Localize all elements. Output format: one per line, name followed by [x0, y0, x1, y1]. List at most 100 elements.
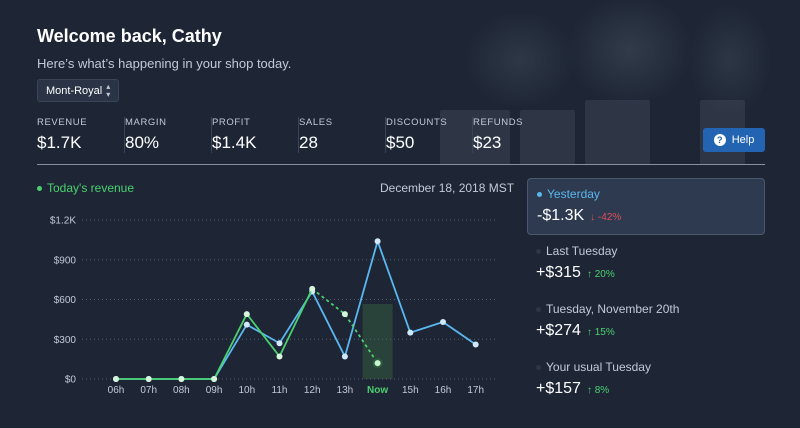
data-point-today	[276, 353, 283, 360]
x-tick-label: 11h	[272, 385, 288, 396]
question-icon: ?	[713, 134, 726, 146]
comparison-value: +$157	[536, 380, 581, 397]
help-button-label: Help	[731, 134, 755, 146]
metric-revenue[interactable]: REVENUE $1.7K	[37, 117, 124, 153]
delta-value: -42%	[597, 212, 622, 223]
metric-profit[interactable]: PROFIT $1.4K	[211, 117, 298, 153]
comparison-amount: +$157 ↑ 8%	[536, 380, 756, 398]
data-point-today	[211, 376, 218, 382]
metric-label: MARGIN	[125, 117, 167, 128]
metric-sales[interactable]: SALES 28	[298, 117, 385, 153]
comparison-delta: ↑ 8%	[587, 385, 609, 396]
metric-value: $1.4K	[212, 133, 257, 152]
chart-date: December 18, 2018 MST	[380, 181, 515, 195]
metric-value: 80%	[125, 133, 160, 152]
data-point-today	[309, 285, 316, 292]
metrics-row: REVENUE $1.7K MARGIN 80% PROFIT $1.4K SA…	[37, 117, 559, 153]
data-point-today	[341, 311, 348, 318]
comparison-card[interactable]: Last Tuesday +$315 ↑ 20%	[527, 236, 765, 293]
comparison-dot-icon	[537, 191, 542, 197]
comparison-card[interactable]: Yesterday -$1.3K ↓ -42%	[527, 178, 765, 235]
arrow-icon: ↑	[586, 385, 592, 396]
help-button[interactable]: ? Help	[703, 128, 765, 152]
data-point-today	[178, 376, 185, 382]
comparison-amount: +$274 ↑ 15%	[536, 322, 756, 340]
comparison-dot-icon	[536, 364, 541, 370]
series-line-today	[116, 288, 314, 380]
comparison-delta: ↑ 15%	[587, 327, 615, 338]
metric-refunds[interactable]: REFUNDS $23	[472, 117, 559, 153]
data-point-today-current	[374, 360, 381, 367]
metric-label: REFUNDS	[473, 117, 524, 128]
x-tick-label: 09h	[206, 385, 223, 396]
x-tick-label: 06h	[108, 385, 125, 396]
comparison-label: Last Tuesday	[546, 244, 618, 258]
comparison-delta: ↑ 20%	[587, 269, 615, 280]
header: Welcome back, Cathy Here’s what’s happen…	[37, 26, 291, 71]
data-point-yesterday	[407, 329, 414, 336]
x-tick-label: 16h	[435, 385, 452, 396]
arrow-icon: ↑	[586, 269, 592, 280]
comparison-name: Last Tuesday	[536, 244, 756, 258]
data-point-today	[113, 376, 119, 382]
chart-legend: Today's revenue	[37, 181, 134, 195]
data-point-yesterday	[472, 341, 479, 348]
comparison-amount: -$1.3K ↓ -42%	[537, 207, 755, 225]
data-point-yesterday	[374, 238, 381, 245]
series-line-today-projected	[311, 288, 379, 364]
divider	[37, 164, 765, 165]
delta-value: 8%	[594, 385, 610, 396]
y-tick-label: $600	[54, 295, 77, 306]
metric-margin[interactable]: MARGIN 80%	[124, 117, 211, 153]
y-tick-label: $0	[65, 375, 77, 386]
metric-discounts[interactable]: DISCOUNTS $50	[385, 117, 472, 153]
x-tick-label: 12h	[304, 385, 321, 396]
data-point-yesterday	[243, 321, 250, 328]
y-tick-label: $300	[54, 335, 77, 346]
comparison-delta: ↓ -42%	[590, 212, 621, 223]
comparison-label: Tuesday, November 20th	[546, 302, 680, 316]
x-tick-label: 17h	[467, 385, 484, 396]
comparison-value: +$315	[536, 264, 581, 281]
x-tick-label: 07h	[140, 385, 157, 396]
store-select-value: Mont-Royal	[46, 84, 103, 97]
page-subtitle: Here’s what’s happening in your shop tod…	[37, 56, 292, 71]
y-tick-label: $900	[54, 255, 77, 266]
metric-value: $23	[473, 133, 502, 152]
x-tick-label: 13h	[337, 385, 354, 396]
comparison-label: Yesterday	[547, 187, 600, 201]
comparison-name: Tuesday, November 20th	[536, 302, 756, 316]
metric-value: $1.7K	[37, 133, 82, 152]
metric-value: $50	[386, 133, 415, 152]
data-point-today	[145, 376, 152, 382]
comparison-card[interactable]: Your usual Tuesday +$157 ↑ 8%	[527, 352, 765, 409]
comparison-name: Your usual Tuesday	[536, 360, 756, 374]
x-tick-label: Now	[367, 385, 388, 396]
arrow-icon: ↓	[590, 212, 596, 223]
series-line-yesterday	[116, 238, 477, 380]
legend-dot-icon	[37, 185, 42, 191]
comparison-amount: +$315 ↑ 20%	[536, 264, 756, 282]
metric-label: PROFIT	[212, 117, 251, 128]
comparison-value: -$1.3K	[537, 207, 585, 224]
comparison-dot-icon	[536, 248, 541, 254]
data-point-yesterday	[341, 353, 348, 360]
comparison-list: Yesterday -$1.3K ↓ -42% Last Tuesday +$315 ↑ …	[527, 178, 765, 410]
metric-value: 28	[299, 133, 318, 152]
comparison-label: Your usual Tuesday	[546, 360, 651, 374]
comparison-name: Yesterday	[537, 187, 755, 201]
store-select[interactable]: Mont-Royal ▴ ▾	[37, 79, 120, 102]
data-point-yesterday	[440, 319, 446, 326]
x-tick-label: 15h	[402, 385, 419, 396]
legend-label: Today's revenue	[47, 181, 135, 195]
revenue-chart: $0 $300 $600 $900 $1.2K 06h 07h 08h 09h 10h 11h 12h…	[50, 216, 495, 396]
delta-value: 15%	[594, 327, 615, 338]
comparison-dot-icon	[536, 306, 541, 312]
data-point-today	[243, 311, 250, 318]
page-title: Welcome back, Cathy	[37, 26, 222, 46]
y-tick-label: $1.2K	[50, 216, 76, 227]
x-tick-label: 08h	[173, 385, 190, 396]
metric-label: SALES	[299, 117, 333, 128]
metric-label: DISCOUNTS	[386, 117, 448, 128]
comparison-card[interactable]: Tuesday, November 20th +$274 ↑ 15%	[527, 294, 765, 351]
